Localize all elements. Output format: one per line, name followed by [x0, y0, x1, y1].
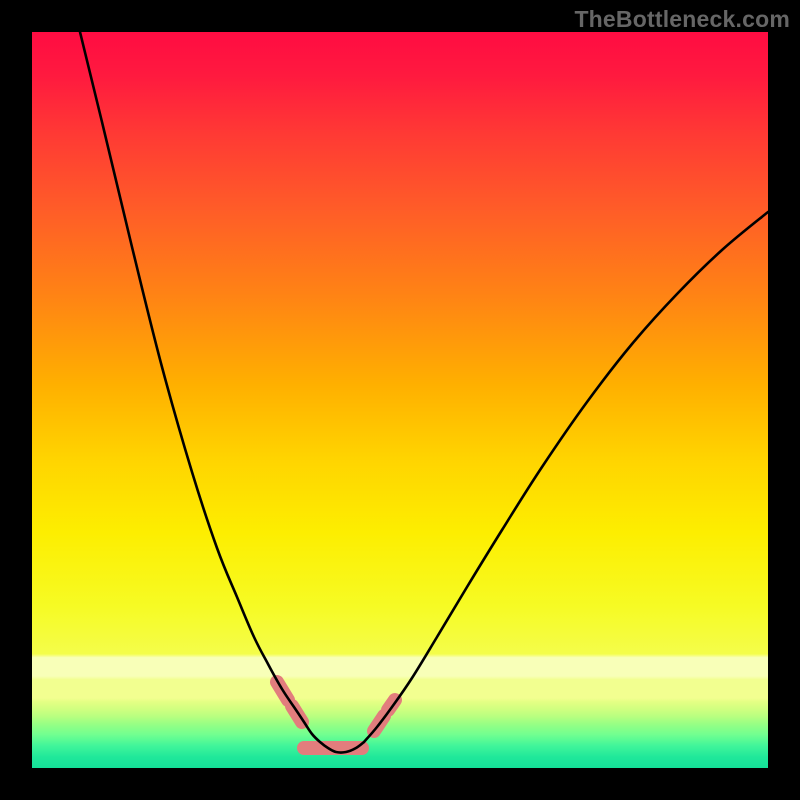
curve-left: [80, 32, 364, 753]
plot-area: [32, 32, 768, 768]
curve-right: [364, 212, 768, 742]
curve-layer: [32, 32, 768, 768]
accent-marks: [277, 682, 395, 748]
watermark-text: TheBottleneck.com: [574, 6, 790, 33]
outer-frame: TheBottleneck.com: [0, 0, 800, 800]
